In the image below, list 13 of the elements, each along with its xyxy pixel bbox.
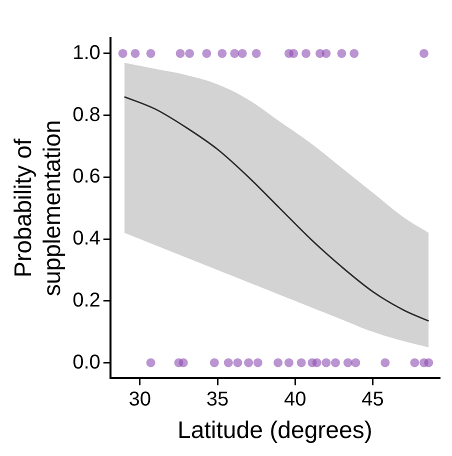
line-series	[124, 96, 430, 322]
x-axis-title: Latitude (degrees)	[178, 417, 372, 444]
y-tick-label: 0.8	[72, 104, 100, 126]
x-tick-label: 30	[128, 388, 152, 411]
x-tick-label: 45	[362, 388, 384, 411]
y-tick-label: 0.6	[72, 166, 100, 188]
y-tick-label: 0.0	[72, 351, 100, 374]
y-tick-label: 0.2	[72, 289, 100, 312]
y-tick-label: 1.0	[72, 42, 100, 64]
y-axis-title: Probability of supplementation	[10, 120, 66, 296]
y-tick-label: 0.4	[72, 228, 100, 250]
x-tick-label: 40	[284, 388, 306, 411]
x-tick-label: 35	[206, 388, 229, 411]
